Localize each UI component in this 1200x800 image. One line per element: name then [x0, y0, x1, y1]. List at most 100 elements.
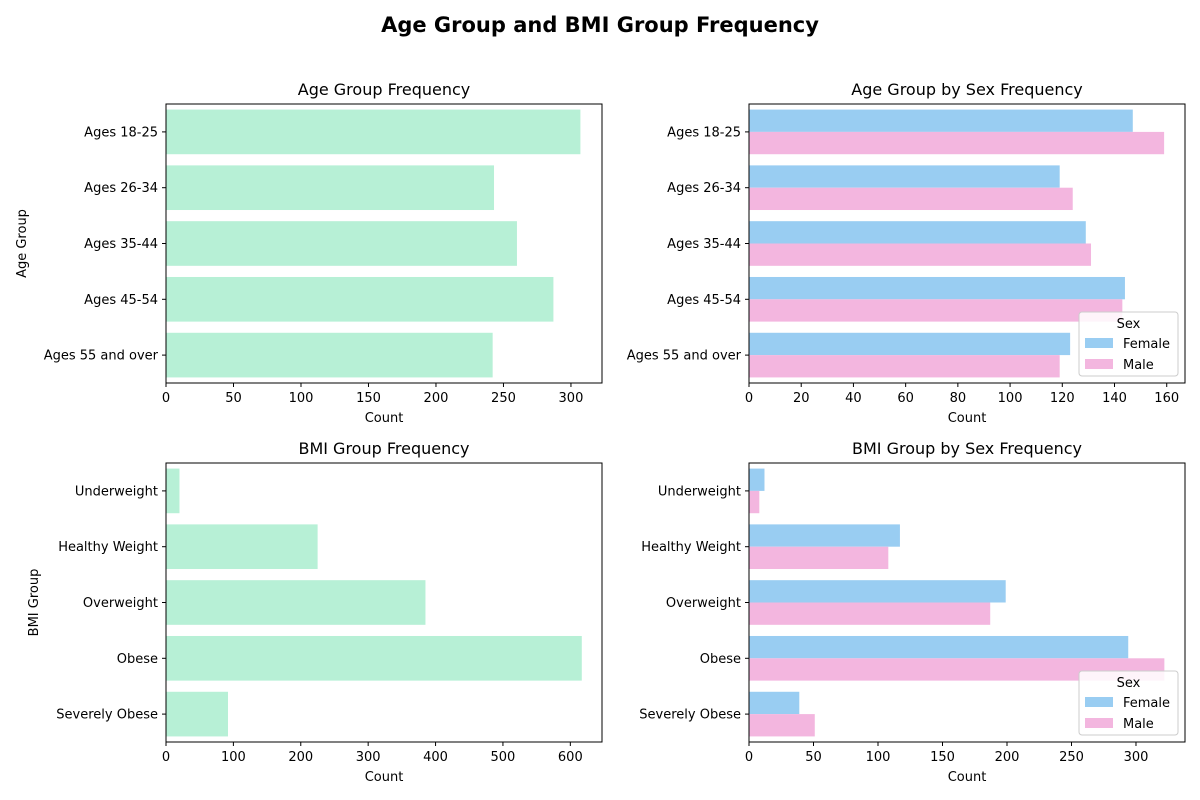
bar [166, 221, 517, 266]
bar [166, 524, 318, 570]
x-axis-label: Count [365, 770, 404, 785]
y-tick-label: Underweight [658, 484, 741, 499]
x-tick-label: 0 [162, 750, 170, 765]
chart-panel-4: Underweight Healthy Weight Overweight Obese… [639, 439, 1186, 785]
x-tick-label: 0 [745, 391, 753, 406]
y-tick-label: Ages 45-54 [84, 293, 158, 308]
x-tick-label: 600 [558, 750, 583, 765]
bar-female [749, 109, 1133, 132]
y-tick-label: Ages 55 and over [44, 349, 159, 364]
x-tick-label: 500 [491, 750, 516, 765]
bar [166, 635, 582, 681]
y-tick-label: Severely Obese [639, 708, 741, 723]
bar-male [749, 658, 1165, 681]
bar-male [749, 602, 991, 625]
x-tick-label: 250 [491, 391, 516, 406]
bar-female [749, 580, 1006, 603]
bar-male [749, 243, 1092, 266]
y-tick-label: Overweight [83, 596, 158, 611]
bar-female [749, 468, 765, 491]
x-tick-label: 200 [995, 750, 1020, 765]
x-tick-label: 0 [745, 750, 753, 765]
legend-swatch-male [1085, 359, 1113, 369]
y-tick-label: Ages 26-34 [84, 181, 158, 196]
chart-title: Age Group Frequency [298, 80, 470, 99]
x-tick-label: 80 [950, 391, 967, 406]
x-tick-label: 250 [1059, 750, 1084, 765]
legend-swatch-male [1085, 718, 1113, 728]
bar [166, 332, 493, 378]
y-tick-label: Ages 18-25 [667, 125, 741, 140]
bar-male [749, 714, 815, 737]
bar [166, 468, 180, 514]
legend: Sex Female Male [1078, 311, 1179, 377]
chart-panel-3: Underweight Healthy Weight Overweight Obese… [27, 439, 603, 785]
y-tick-label: Obese [117, 652, 158, 667]
x-tick-label: 20 [793, 391, 810, 406]
bar-female [749, 524, 900, 547]
bar [166, 165, 495, 211]
y-tick-label: Healthy Weight [641, 540, 741, 555]
x-tick-label: 300 [559, 391, 584, 406]
bar-male [749, 355, 1060, 378]
bar-female [749, 165, 1060, 188]
bar-male [749, 131, 1165, 155]
y-tick-label: Healthy Weight [58, 540, 158, 555]
bar [166, 691, 228, 737]
y-tick-label: Ages 35-44 [84, 237, 158, 252]
x-tick-label: 100 [998, 391, 1023, 406]
x-tick-label: 50 [805, 750, 822, 765]
y-tick-label: Underweight [75, 484, 158, 499]
chart-title: BMI Group by Sex Frequency [852, 439, 1082, 458]
y-tick-label: Ages 55 and over [627, 349, 742, 364]
x-tick-label: 200 [288, 750, 313, 765]
y-tick-label: Ages 18-25 [84, 125, 158, 140]
x-tick-label: 150 [930, 750, 955, 765]
legend-title: Sex [1117, 317, 1141, 332]
legend-swatch-female [1085, 697, 1113, 707]
x-tick-label: 120 [1050, 391, 1075, 406]
bar [166, 109, 581, 155]
y-tick-label: Ages 26-34 [667, 181, 741, 196]
bar-female [749, 332, 1071, 356]
x-tick-label: 40 [845, 391, 862, 406]
legend-title: Sex [1117, 676, 1141, 691]
bar-male [749, 490, 760, 514]
legend-label-female: Female [1123, 337, 1170, 352]
bar-female [749, 635, 1129, 659]
x-tick-label: 140 [1102, 391, 1127, 406]
y-axis-label: BMI Group [27, 569, 42, 637]
x-tick-label: 150 [356, 391, 381, 406]
figure-title: Age Group and BMI Group Frequency [381, 13, 819, 37]
legend-label-male: Male [1123, 358, 1154, 373]
x-tick-label: 60 [897, 391, 914, 406]
x-tick-label: 100 [289, 391, 314, 406]
chart-panel-2: Ages 18-25 Ages 26-34 Ages 35-44 Ages 45-54… [627, 80, 1186, 426]
bar-male [749, 299, 1123, 322]
x-axis-label: Count [948, 411, 987, 426]
legend: Sex Female Male [1078, 670, 1179, 736]
legend-label-female: Female [1123, 696, 1170, 711]
legend-label-male: Male [1123, 717, 1154, 732]
x-tick-label: 160 [1154, 391, 1179, 406]
x-tick-label: 100 [866, 750, 891, 765]
bar-male [749, 187, 1073, 211]
x-axis-label: Count [948, 770, 987, 785]
chart-panel-1: Ages 18-25 Ages 26-34 Ages 35-44 Ages 45-54… [15, 80, 603, 426]
x-tick-label: 200 [424, 391, 449, 406]
x-tick-label: 50 [225, 391, 242, 406]
y-tick-label: Obese [700, 652, 741, 667]
x-tick-label: 300 [356, 750, 381, 765]
y-tick-label: Severely Obese [56, 708, 158, 723]
bar [166, 580, 426, 625]
bar-male [749, 546, 889, 570]
y-tick-label: Overweight [666, 596, 741, 611]
bar-female [749, 691, 800, 715]
bar-female [749, 221, 1086, 244]
bar [166, 276, 554, 322]
bar-female [749, 276, 1125, 300]
x-tick-label: 400 [423, 750, 448, 765]
x-tick-label: 300 [1124, 750, 1149, 765]
y-tick-label: Ages 45-54 [667, 293, 741, 308]
